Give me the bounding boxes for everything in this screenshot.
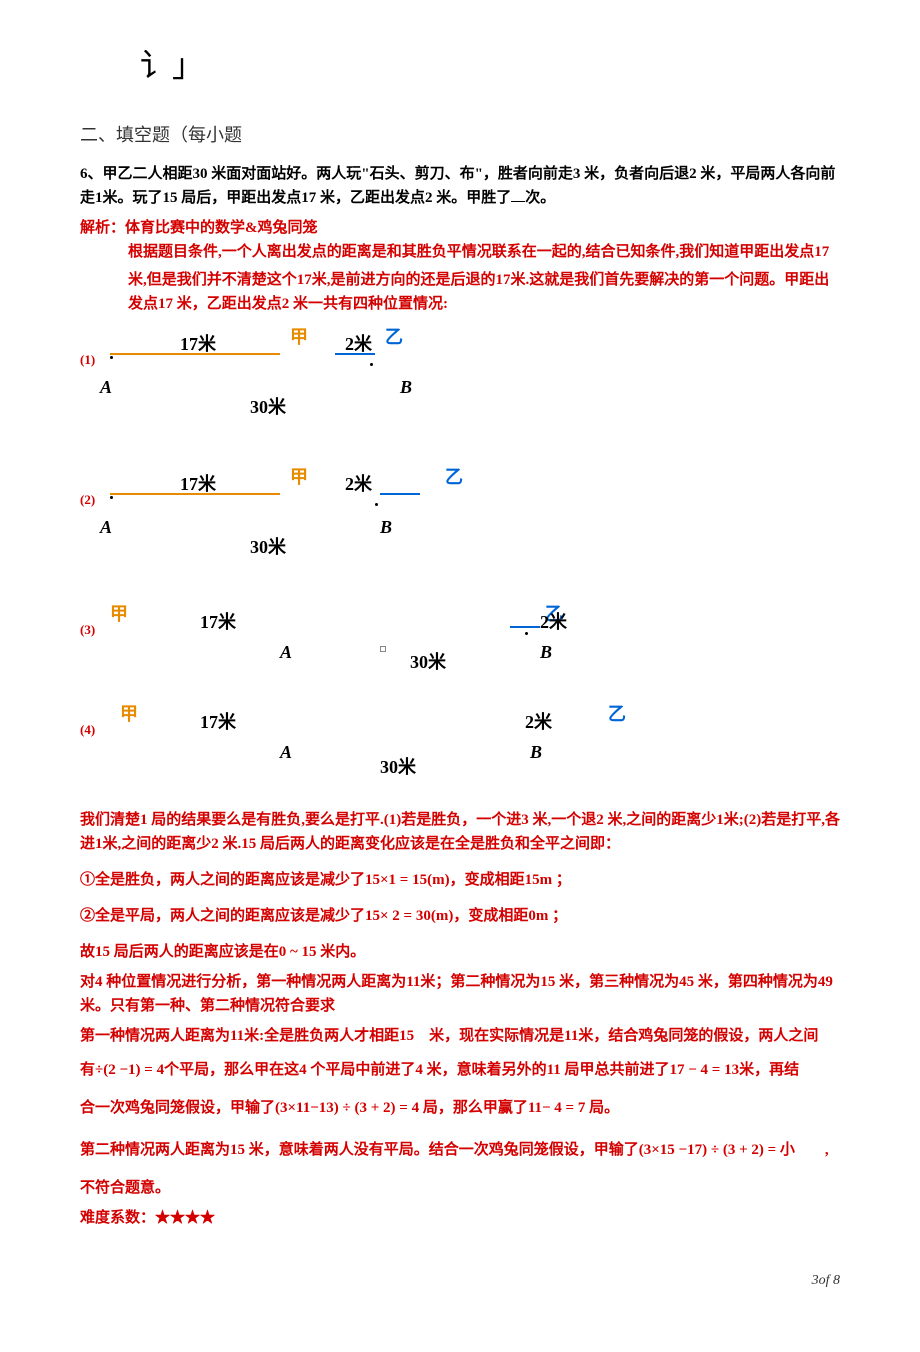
page-footer: 3of 8	[80, 1270, 840, 1292]
dot-b3	[525, 632, 528, 635]
jia-label-2: 甲	[290, 463, 308, 492]
pointA-3: A	[280, 638, 292, 667]
case-num-4: (4)	[80, 720, 95, 741]
analysis-line-2: 米,但是我们并不清楚这个17米,是前进方向的还是后退的17米.这就是我们首先要解…	[128, 268, 840, 316]
dist2-1: 2米	[345, 330, 372, 359]
pointA-4: A	[280, 738, 292, 767]
yi-line-3	[510, 626, 540, 628]
dist2-2: 2米	[345, 470, 372, 499]
diagram-case-1: (1) 甲 乙 17米 2米 A B 30米	[80, 328, 840, 428]
dist30-3: 30米	[410, 648, 446, 677]
binding-mark: 讠」	[140, 40, 180, 91]
dist30-1: 30米	[250, 393, 286, 422]
blank-underline	[511, 201, 525, 202]
dist30-4: 30米	[380, 753, 416, 782]
dist2-4: 2米	[525, 708, 552, 737]
pointB-1: B	[400, 373, 412, 402]
pointB-3: B	[540, 638, 552, 667]
dot-b2	[375, 503, 378, 506]
after-para-3: 第一种情况两人距离为11米:全是胜负两人才相距15 米，现在实际情况是11米，结…	[80, 1024, 840, 1048]
question-number: 6、	[80, 166, 103, 182]
circled-1: ①全是胜负，两人之间的距离应该是减少了15×1 = 15(m)，变成相距15m …	[80, 868, 840, 892]
circled-2-text: ②全是平局，两人之间的距离应该是减少了15× 2 = 30(m)，变成相距0m …	[80, 908, 567, 924]
section-heading: 二、填空题（每小题	[80, 121, 840, 150]
pointA-1: A	[100, 373, 112, 402]
after-para-5: 合一次鸡兔同笼假设，甲输了(3×11−13) ÷ (3 + 2) = 4 局，那…	[80, 1096, 840, 1120]
dist17-3: 17米	[200, 608, 236, 637]
dot-a2	[110, 496, 113, 499]
pointA-2: A	[100, 513, 112, 542]
question-text-1: 甲乙二人相距30 米面对面站好。两人玩"石头、剪刀、布"，胜者向前走3 米，负者…	[80, 166, 835, 206]
case-num-1: (1)	[80, 350, 95, 371]
dist17-1: 17米	[180, 330, 216, 359]
jia-label-3: 甲	[110, 600, 128, 629]
case-num-3: (3)	[80, 620, 95, 641]
pointB-4: B	[530, 738, 542, 767]
yi-line-2	[380, 493, 420, 495]
diagram-case-4: (4) 甲 乙 17米 2米 A B 30米	[80, 708, 840, 778]
dist17-2: 17米	[180, 470, 216, 499]
dist2-3: 2米	[540, 608, 567, 637]
dot-a1	[110, 356, 113, 359]
dist17-4: 17米	[200, 708, 236, 737]
diagram-case-3: (3) 甲 乙 17米 2米 A B 30米	[80, 608, 840, 678]
dot-b1	[370, 363, 373, 366]
body-para-1: 我们清楚1 局的结果要么是有胜负,要么是打平.(1)若是胜负，一个进3 米,一个…	[80, 808, 840, 856]
diagram-case-2: (2) 甲 乙 17米 2米 A B 30米	[80, 468, 840, 568]
jia-label-1: 甲	[290, 323, 308, 352]
question-text-2: 次。	[525, 190, 555, 206]
difficulty: 难度系数：★★★★	[80, 1206, 840, 1230]
circled-1-text: ①全是胜负，两人之间的距离应该是减少了15×1 = 15(m)，变成相距15m …	[80, 872, 571, 888]
last-para: 第二种情况两人距离为15 米，意味着两人没有平局。结合一次鸡兔同笼假设，甲输了(…	[80, 1138, 840, 1162]
question-6: 6、甲乙二人相距30 米面对面站好。两人玩"石头、剪刀、布"，胜者向前走3 米，…	[80, 162, 840, 210]
jia-label-4: 甲	[120, 700, 138, 729]
nofit-para: 不符合题意。	[80, 1176, 840, 1200]
after-para-4: 有÷(2 −1) = 4个平局，那么甲在这4 个平局中前进了4 米，意味着另外的…	[80, 1058, 840, 1082]
analysis-label: 解析：体育比赛中的数学&鸡兔同笼	[80, 216, 840, 240]
circled-2: ②全是平局，两人之间的距离应该是减少了15× 2 = 30(m)，变成相距0m …	[80, 904, 840, 928]
after-para-2: 对4 种位置情况进行分析，第一种情况两人距离为11米；第二种情况为15 米，第三…	[80, 970, 840, 1018]
marker-square	[380, 646, 386, 652]
analysis-line-1: 根据题目条件,一个人离出发点的距离是和其胜负平情况联系在一起的,结合已知条件,我…	[128, 240, 840, 264]
yi-label-4: 乙	[608, 700, 626, 729]
diagram-block: (1) 甲 乙 17米 2米 A B 30米 (2) 甲 乙 17米 2米 A …	[80, 328, 840, 778]
dist30-2: 30米	[250, 533, 286, 562]
case-num-2: (2)	[80, 490, 95, 511]
yi-label-2: 乙	[445, 463, 463, 492]
pointB-2: B	[380, 513, 392, 542]
after-para-1: 故15 局后两人的距离应该是在0 ~ 15 米内。	[80, 940, 840, 964]
yi-label-1: 乙	[385, 323, 403, 352]
